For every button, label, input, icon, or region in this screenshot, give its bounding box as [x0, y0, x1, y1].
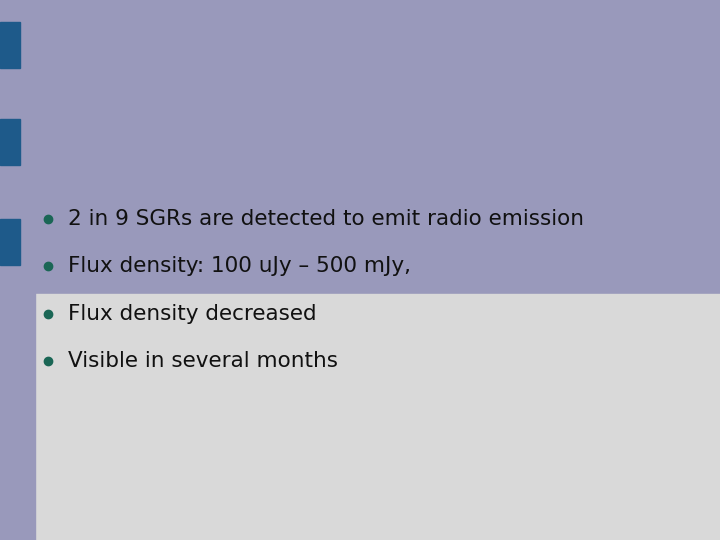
Bar	[0, 119, 20, 165]
Text: Flux density decreased: Flux density decreased	[68, 303, 317, 324]
Bar	[0, 219, 20, 265]
Bar	[0, 22, 20, 68]
Text: Visible in several months: Visible in several months	[68, 351, 338, 372]
Bar	[0, 0, 35, 540]
Bar	[0, 0, 720, 294]
Text: Flux density: 100 uJy – 500 mJy,: Flux density: 100 uJy – 500 mJy,	[68, 256, 411, 276]
Bar	[35, 294, 720, 540]
Text: 2 in 9 SGRs are detected to emit radio emission: 2 in 9 SGRs are detected to emit radio e…	[68, 208, 585, 229]
